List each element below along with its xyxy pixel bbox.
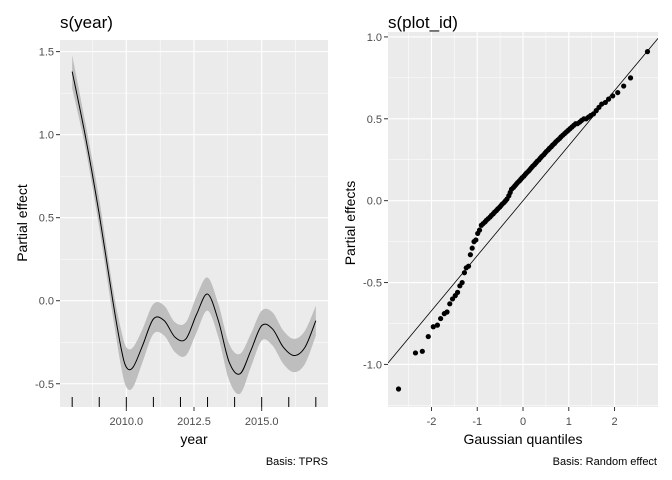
y-tick-label: 0.0 <box>367 196 382 208</box>
qq-point <box>610 93 616 99</box>
x-tick-label: -2 <box>427 416 437 428</box>
panel-title-plot-id: s(plot_id) <box>388 13 458 32</box>
y-tick-label: 0.5 <box>39 213 54 225</box>
x-axis-ticks-plot-id: -2 -1 0 1 2 <box>427 407 618 428</box>
y-axis-label-plot-id: Partial effects <box>342 181 358 266</box>
qq-point <box>459 279 465 286</box>
qq-point <box>434 322 441 328</box>
rug-marks <box>71 397 317 407</box>
qq-point <box>454 289 461 295</box>
qq-point <box>644 49 651 55</box>
confidence-band <box>72 54 316 395</box>
y-tick-label: 0.0 <box>39 296 54 308</box>
x-tick-label: 2015.0 <box>245 416 279 428</box>
qq-point <box>395 386 402 392</box>
qq-point <box>444 309 450 315</box>
y-tick-label: 1.0 <box>367 32 382 44</box>
qq-point <box>465 263 472 269</box>
y-tick-label: 1.0 <box>39 130 54 142</box>
qq-point <box>438 315 444 322</box>
y-axis-ticks-plot-id: -1.0 -0.5 0.0 0.5 1.0 <box>363 32 388 371</box>
x-tick-label: -1 <box>472 416 482 428</box>
qq-point <box>627 75 634 81</box>
qq-point <box>621 83 627 89</box>
x-axis-ticks-year: 2010.0 2012.5 2015.0 <box>109 407 279 428</box>
panel-title-year: s(year) <box>60 13 113 32</box>
qq-point <box>412 350 419 356</box>
reference-line <box>388 38 658 364</box>
gridlines-year <box>60 40 328 407</box>
x-tick-label: 2 <box>611 416 617 428</box>
qq-point <box>425 333 431 340</box>
qq-point <box>419 348 425 354</box>
caption-year: Basis: TPRS <box>266 456 328 468</box>
y-axis-label-year: Partial effect <box>14 184 30 262</box>
qq-point <box>461 270 468 276</box>
y-tick-label: 1.5 <box>39 47 54 59</box>
x-axis-label-year: year <box>180 431 208 447</box>
qq-point <box>605 96 612 102</box>
caption-plot-id: Basis: Random effect <box>553 456 657 468</box>
y-tick-label: -1.0 <box>363 359 382 371</box>
y-tick-label: -0.5 <box>35 379 54 391</box>
qq-point <box>447 301 453 307</box>
smooth-curve <box>71 71 317 375</box>
x-tick-label: 2012.5 <box>177 416 211 428</box>
panel-year: s(year) -0.50.00.51.01.5 2010.0 2012.5 201… <box>14 13 328 468</box>
x-tick-label: 1 <box>566 416 572 428</box>
y-tick-label: 0.5 <box>367 114 382 126</box>
qq-point <box>430 324 436 330</box>
x-tick-label: 2010.0 <box>109 416 143 428</box>
x-axis-label-plot-id: Gaussian quantiles <box>463 431 582 447</box>
x-tick-label: 0 <box>520 416 526 428</box>
qq-point <box>467 252 473 258</box>
panel-plot-id: s(plot_id) -1.0 -0.5 0.0 0.5 1.0 -2 -1 0 1 2 Gau… <box>342 13 658 468</box>
qq-point <box>473 237 479 243</box>
qq-reference-line <box>388 38 658 364</box>
qq-points <box>395 49 651 392</box>
qq-point <box>615 89 621 96</box>
qq-point <box>469 245 475 251</box>
qq-point <box>602 99 608 106</box>
qq-point <box>476 227 483 233</box>
y-tick-label: -0.5 <box>363 278 382 290</box>
y-axis-ticks-year: -0.5 0.0 0.5 1.0 1.5 <box>35 47 60 391</box>
